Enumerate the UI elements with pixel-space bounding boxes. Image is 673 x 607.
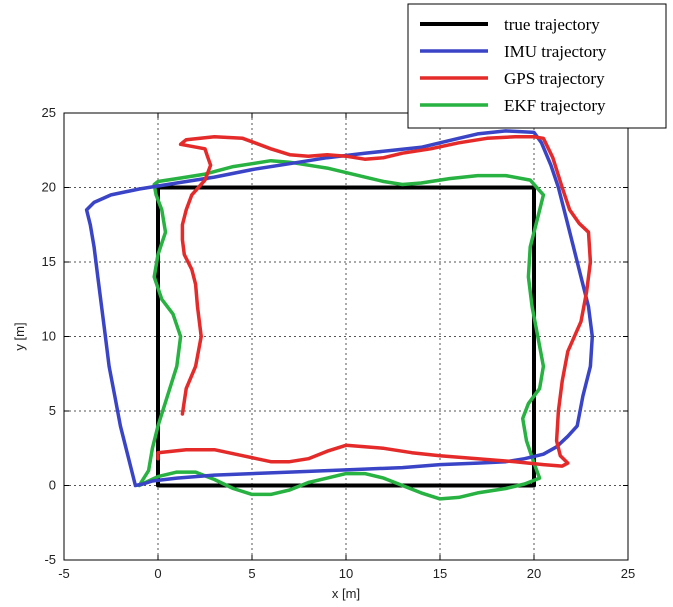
y-tick-label-3: 10 bbox=[42, 329, 56, 344]
x-tick-label-4: 15 bbox=[433, 566, 447, 581]
series-line-gps-trajectory bbox=[156, 135, 593, 468]
y-tick-label-4: 15 bbox=[42, 254, 56, 269]
grid bbox=[64, 113, 628, 560]
legend-label-2: GPS trajectory bbox=[504, 69, 605, 88]
x-tick-label-1: 0 bbox=[154, 566, 161, 581]
series-layer bbox=[84, 129, 595, 501]
y-tick-label-6: 25 bbox=[42, 105, 56, 120]
y-tick-label-0: -5 bbox=[44, 552, 56, 567]
x-tick-label-5: 20 bbox=[527, 566, 541, 581]
legend-label-1: IMU trajectory bbox=[504, 42, 607, 61]
y-tick-label-5: 20 bbox=[42, 180, 56, 195]
plot-background bbox=[64, 113, 628, 560]
x-tick-label-0: -5 bbox=[58, 566, 70, 581]
x-axis-label: x [m] bbox=[332, 586, 360, 601]
series-line-ekf-trajectory bbox=[137, 158, 546, 501]
y-tick-label-2: 5 bbox=[49, 403, 56, 418]
y-tick-label-1: 0 bbox=[49, 478, 56, 493]
legend-label-3: EKF trajectory bbox=[504, 96, 606, 115]
legend-label-0: true trajectory bbox=[504, 15, 600, 34]
x-tick-label-6: 25 bbox=[621, 566, 635, 581]
series-line-imu-trajectory bbox=[84, 129, 595, 488]
y-axis-label: y [m] bbox=[12, 322, 27, 350]
x-tick-label-3: 10 bbox=[339, 566, 353, 581]
legend: true trajectory IMU trajectory GPS traject… bbox=[407, 3, 667, 129]
x-tick-label-2: 5 bbox=[248, 566, 255, 581]
